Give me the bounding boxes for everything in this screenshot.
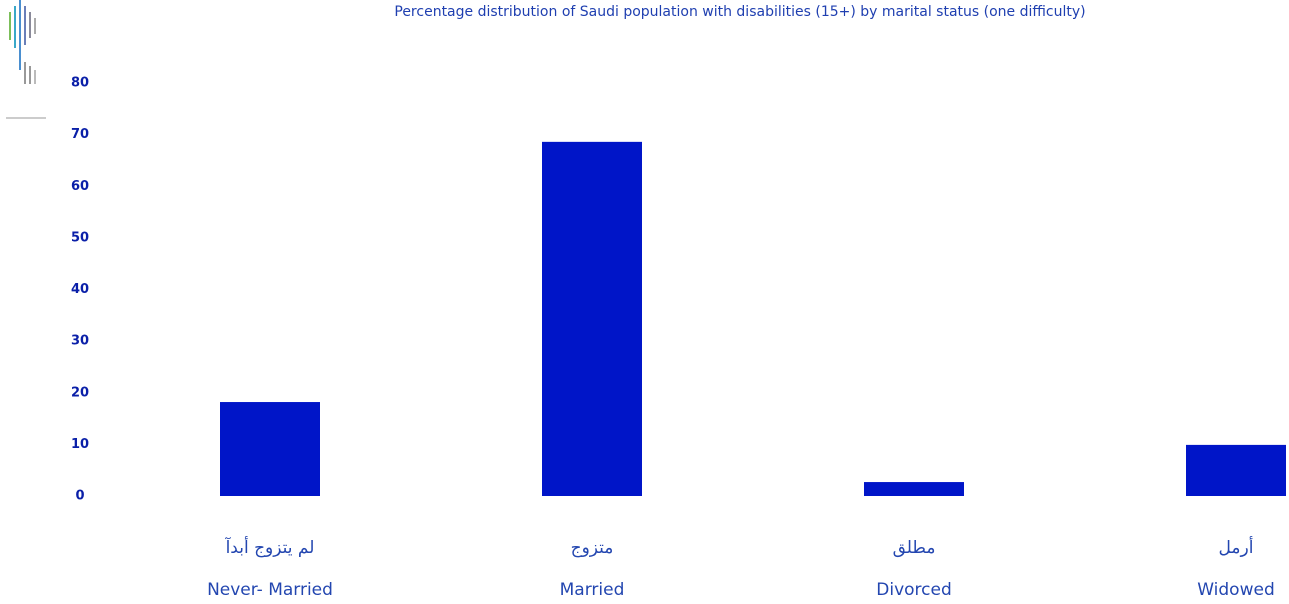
y-tick-label: 60	[71, 179, 89, 194]
x-tick-label-arabic: مطلق	[893, 538, 936, 558]
bar	[1186, 444, 1286, 496]
x-tick-label: Divorced	[876, 580, 952, 600]
x-tick-label-arabic: متزوج	[571, 538, 614, 558]
y-tick-label: 30	[71, 334, 89, 349]
bar	[542, 141, 642, 497]
y-tick-label: 50	[71, 230, 89, 245]
x-tick-label-arabic: لم يتزوج أبدآ	[225, 536, 315, 558]
y-tick-label: 40	[71, 282, 89, 297]
bar	[220, 402, 320, 496]
logo	[6, 0, 46, 119]
y-tick-label: 20	[71, 385, 89, 400]
y-tick-label: 10	[71, 437, 89, 452]
x-tick-label: Widowed	[1197, 580, 1275, 600]
chart-title: Percentage distribution of Saudi populat…	[394, 4, 1085, 20]
bar	[864, 482, 964, 496]
y-tick-label: 80	[71, 76, 89, 91]
x-tick-label-arabic: أرمل	[1219, 536, 1254, 558]
x-tick-label: Married	[560, 580, 625, 600]
x-tick-label: Never- Married	[207, 580, 333, 600]
y-tick-label: 70	[71, 127, 89, 142]
y-tick-label: 0	[75, 489, 84, 504]
